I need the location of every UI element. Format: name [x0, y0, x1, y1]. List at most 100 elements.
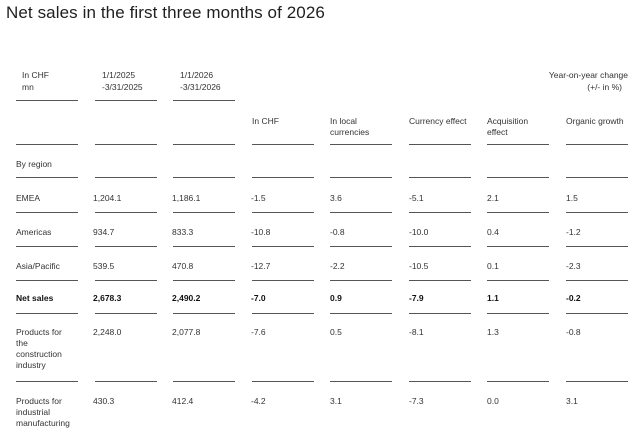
- cell-v2025: 2,248.0: [93, 327, 122, 337]
- table-rule: [409, 313, 471, 314]
- table-rule: [173, 246, 235, 247]
- table-rule: [252, 212, 314, 213]
- cell-chf: -4.2: [251, 396, 266, 406]
- table-rule: [487, 212, 549, 213]
- cell-chf: -12.7: [251, 261, 271, 271]
- row-label: Net sales: [16, 293, 54, 303]
- cell-currency: -10.5: [409, 261, 429, 271]
- table-rule: [566, 280, 628, 281]
- row-label: manufacturing: [16, 418, 70, 428]
- page-title: Net sales in the first three months of 2…: [6, 3, 325, 22]
- organic-growth-header: Organic growth: [566, 116, 624, 126]
- table-rule: [330, 280, 392, 281]
- table-rule: [566, 177, 628, 178]
- cell-acq: 0.1: [487, 261, 499, 271]
- table-rule: [252, 381, 314, 382]
- table-rule: [566, 313, 628, 314]
- table-rule: [95, 280, 157, 281]
- row-label: construction: [16, 349, 62, 359]
- table-rule: [173, 313, 235, 314]
- period-2025-header-line1: 1/1/2025: [102, 70, 136, 80]
- table-rule: [16, 212, 78, 213]
- unit-header-line2: mn: [22, 82, 34, 92]
- table-rule: [95, 177, 157, 178]
- row-label: the: [16, 338, 28, 348]
- row-label: EMEA: [16, 193, 41, 203]
- cell-local: 0.9: [330, 293, 342, 303]
- cell-local: 3.6: [330, 193, 342, 203]
- table-rule: [173, 212, 235, 213]
- table-rule: [409, 212, 471, 213]
- table-rule: [330, 144, 392, 145]
- table-rule: [330, 212, 392, 213]
- local-currencies-header-line2: currencies: [330, 127, 370, 137]
- cell-local: -0.8: [330, 227, 345, 237]
- table-rule: [566, 144, 628, 145]
- cell-v2026: 2,077.8: [172, 327, 201, 337]
- table-rule: [487, 144, 549, 145]
- table-rule: [409, 280, 471, 281]
- table-rule: [409, 381, 471, 382]
- cell-chf: -7.0: [251, 293, 266, 303]
- table-rule: [16, 100, 78, 101]
- acquisition-effect-header-line1: Acquisition: [487, 116, 529, 126]
- table-rule: [16, 280, 78, 281]
- table-rule: [487, 246, 549, 247]
- table-rule: [252, 144, 314, 145]
- cell-acq: 1.1: [487, 293, 499, 303]
- cell-v2025: 430.3: [93, 396, 115, 406]
- cell-acq: 0.4: [487, 227, 499, 237]
- cell-v2025: 539.5: [93, 261, 115, 271]
- table-rule: [566, 381, 628, 382]
- row-label: Products for: [16, 396, 62, 406]
- cell-currency: -8.1: [409, 327, 424, 337]
- in-chf-header: In CHF: [252, 116, 279, 126]
- cell-organic: 1.5: [566, 193, 578, 203]
- cell-v2025: 934.7: [93, 227, 115, 237]
- table-rule: [16, 144, 78, 145]
- table-rule: [487, 313, 549, 314]
- cell-organic: -2.3: [566, 261, 581, 271]
- table-rule: [409, 144, 471, 145]
- table-rule: [173, 177, 235, 178]
- cell-chf: -1.5: [251, 193, 266, 203]
- table-rule: [566, 212, 628, 213]
- table-rule: [487, 280, 549, 281]
- row-label: industry: [16, 360, 46, 370]
- table-rule: [487, 381, 549, 382]
- cell-v2026: 470.8: [172, 261, 194, 271]
- table-rule: [95, 100, 157, 101]
- row-label: Americas: [16, 227, 52, 237]
- period-2026-header-line2: -3/31/2026: [180, 82, 221, 92]
- cell-v2025: 1,204.1: [93, 193, 122, 203]
- table-rule: [252, 280, 314, 281]
- acquisition-effect-header-line2: effect: [487, 127, 508, 137]
- table-rule: [173, 100, 235, 101]
- table-rule: [330, 381, 392, 382]
- cell-v2026: 2,490.2: [172, 293, 201, 303]
- yoy-header-line1: Year-on-year change: [548, 70, 628, 80]
- table-rule: [330, 313, 392, 314]
- yoy-header-line2: (+/- in %): [587, 82, 622, 92]
- period-2026-header-line1: 1/1/2026: [180, 70, 214, 80]
- table-rule: [95, 246, 157, 247]
- table-rule: [252, 177, 314, 178]
- table-rule: [330, 246, 392, 247]
- cell-chf: -7.6: [251, 327, 266, 337]
- table-rule: [16, 177, 78, 178]
- table-rule: [95, 381, 157, 382]
- table-rule: [16, 246, 78, 247]
- cell-organic: 3.1: [566, 396, 578, 406]
- cell-acq: 1.3: [487, 327, 499, 337]
- cell-chf: -10.8: [251, 227, 271, 237]
- period-2025-header-line2: -3/31/2025: [102, 82, 143, 92]
- row-label: industrial: [16, 407, 51, 417]
- table-rule: [16, 313, 78, 314]
- local-currencies-header-line1: In local: [330, 116, 357, 126]
- table-rule: [173, 144, 235, 145]
- table-rule: [95, 144, 157, 145]
- cell-v2026: 412.4: [172, 396, 194, 406]
- unit-header-line1: In CHF: [22, 70, 49, 80]
- cell-currency: -10.0: [409, 227, 429, 237]
- cell-acq: 2.1: [487, 193, 499, 203]
